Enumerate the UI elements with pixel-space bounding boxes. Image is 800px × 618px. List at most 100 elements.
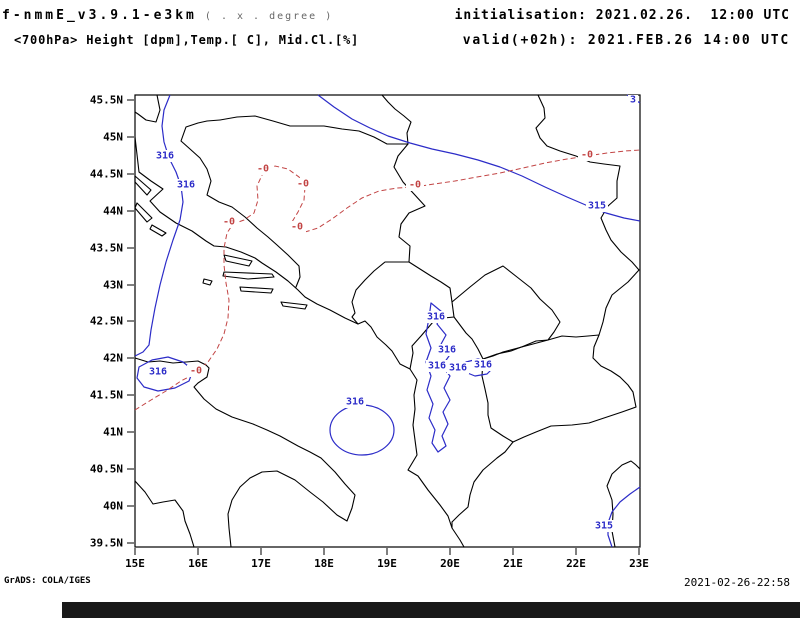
height-contour-label: 316: [149, 367, 167, 378]
contour-label-bg: [472, 359, 494, 371]
x-tick-label: 16E: [188, 557, 208, 570]
height-contour-label: 316: [428, 361, 446, 372]
creation-timestamp: 2021-02-26-22:58: [684, 576, 790, 589]
border-croatia-serbia: [381, 94, 412, 145]
contour-label-bg: [406, 179, 424, 191]
y-axis-ticks: 45.5N 45N 44.5N 44N 43.5N 43N 42.5N 42N …: [90, 94, 134, 550]
border-montenegro-serbia: [408, 261, 453, 303]
contour-label-bg: [586, 200, 608, 212]
height-contour-label: 3: [630, 95, 636, 106]
model-resolution: ( . x . degree ): [196, 11, 334, 22]
y-tick-label: 41N: [103, 426, 123, 439]
island-korcula: [239, 286, 274, 294]
contour-label-bg: [175, 179, 197, 191]
contour-label-bg: [628, 95, 638, 106]
temp-contour-label: -0: [291, 222, 303, 233]
y-tick-label: 40.5N: [90, 463, 123, 476]
contour-label: -0: [294, 178, 312, 190]
y-tick-label: 45.5N: [90, 94, 123, 107]
island-pag: [134, 175, 152, 196]
y-tick-label: 43.5N: [90, 242, 123, 255]
y-tick-label: 45N: [103, 131, 123, 144]
x-tick-label: 20E: [440, 557, 460, 570]
x-tick-label: 15E: [125, 557, 145, 570]
contour-label-bg: [187, 365, 205, 377]
height-contour-label: 316: [177, 180, 195, 191]
contour-label: 316: [447, 362, 469, 374]
contour-label-bg: [578, 149, 596, 161]
contour-label: 315: [586, 200, 608, 212]
coastline-italy-adriatic: [134, 357, 356, 548]
coastline-greece-thermaic: [606, 460, 641, 548]
bottom-bar: [62, 602, 800, 618]
contour-label: 315: [593, 520, 615, 532]
field-title: <700hPa> Height [dpm],Temp.[ C], Mid.Cl.…: [14, 33, 360, 47]
valid-time-label: valid(+02h): 2021.FEB.26 14:00 UTC: [462, 33, 790, 48]
contour-label: -0: [406, 179, 424, 191]
border-sava-river: [219, 115, 409, 145]
contour-label: 316: [472, 359, 494, 371]
x-axis-ticks: 15E 16E 17E 18E 19E 20E 21E 22E 23E: [125, 548, 649, 570]
contour-label-bg: [425, 311, 447, 323]
height-contour-316-oval: [329, 404, 395, 456]
temp-contour-label: -0: [190, 366, 202, 377]
island-kornati: [149, 224, 167, 237]
y-tick-label: 44N: [103, 205, 123, 218]
y-tick-label: 42.5N: [90, 315, 123, 328]
temp-contour-zero: [134, 149, 641, 411]
coastline-adriatic-east: [134, 136, 465, 548]
contour-label: 316: [147, 366, 169, 378]
y-tick-label: 42N: [103, 352, 123, 365]
contour-label-bg: [154, 150, 176, 162]
x-tick-label: 22E: [566, 557, 586, 570]
border-slovenia-croatia: [134, 94, 161, 123]
contour-label: 316: [175, 179, 197, 191]
height-contour-label: 316: [156, 151, 174, 162]
island-vis: [202, 278, 213, 286]
temp-contour-label: -0: [297, 179, 309, 190]
contour-label: 316: [154, 150, 176, 162]
contour-label-bg: [254, 163, 272, 175]
x-tick-label: 23E: [629, 557, 649, 570]
contour-label: 316: [436, 344, 458, 356]
contour-label: -0: [288, 221, 306, 233]
coastlines-and-borders: [134, 94, 641, 548]
contour-label: 316: [426, 360, 448, 372]
height-contour-316-west: [134, 94, 184, 357]
border-macedonia-north: [482, 334, 600, 360]
island-brac: [223, 254, 253, 267]
contour-label-bg: [294, 178, 312, 190]
y-tick-label: 41.5N: [90, 389, 123, 402]
y-tick-label: 39.5N: [90, 537, 123, 550]
border-bosnia-west: [180, 119, 301, 288]
x-tick-label: 21E: [503, 557, 523, 570]
temp-contour-labels: -0 -0 -0 -0 -0 -0 -0: [187, 149, 596, 377]
contour-label-bg: [436, 344, 458, 356]
contour-label: -0: [254, 163, 272, 175]
height-contour-label: 316: [427, 312, 445, 323]
border-drina-bosnia-serbia: [393, 143, 426, 263]
x-tick-label: 18E: [314, 557, 334, 570]
coastline-italy-tyrrhenian: [134, 480, 195, 548]
island-mljet: [280, 301, 308, 310]
height-contour-label: 315: [588, 201, 606, 212]
contour-label: 316: [344, 396, 366, 408]
y-tick-label: 44.5N: [90, 168, 123, 181]
plot-frame: [134, 94, 641, 548]
contour-label-bg: [220, 216, 238, 228]
x-tick-label: 19E: [377, 557, 397, 570]
island-hvar: [222, 271, 275, 280]
model-title: f-nmmE_v3.9.1-e3km ( . x . degree ): [2, 8, 333, 23]
height-contour-label: 316: [474, 360, 492, 371]
y-tick-label: 43N: [103, 279, 123, 292]
contour-label: 316: [425, 311, 447, 323]
height-contour-315-southeast: [607, 486, 641, 548]
model-name: f-nmmE_v3.9.1-e3km: [2, 8, 197, 23]
contour-label-bg: [288, 221, 306, 233]
border-albania-greece: [451, 441, 514, 529]
y-tick-label: 40N: [103, 500, 123, 513]
height-contour-316-west-loop: [136, 356, 194, 392]
contour-label-bg: [593, 520, 615, 532]
